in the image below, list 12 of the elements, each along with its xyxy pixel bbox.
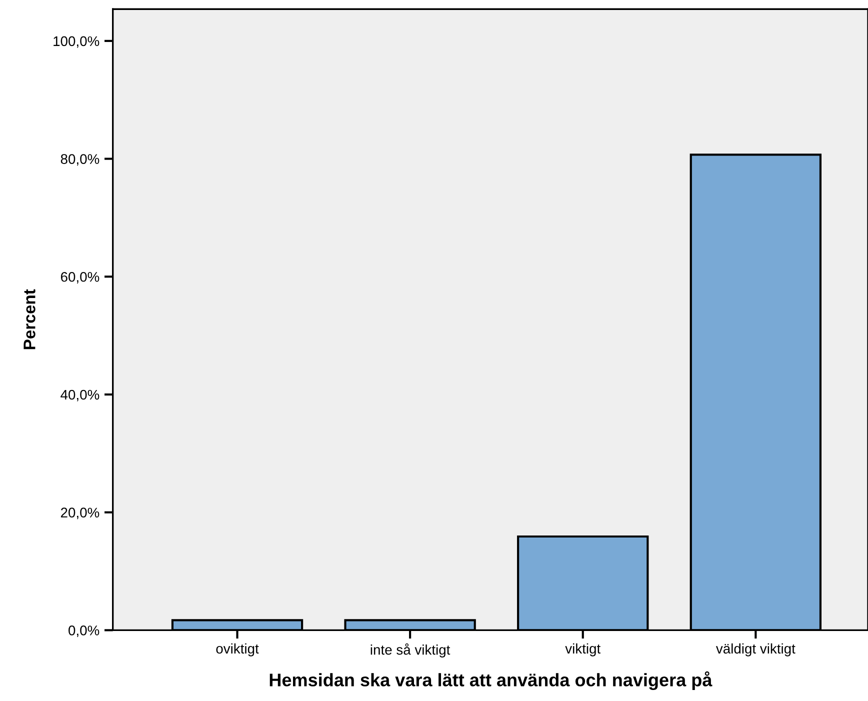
x-tick-label: viktigt: [565, 643, 601, 656]
x-axis-title: Hemsidan ska vara lätt att använda och navigera på: [270, 671, 712, 690]
y-tick-label: 20,0%: [60, 508, 100, 520]
x-tick-label: oviktigt: [216, 643, 259, 656]
y-tick-label: 0,0%: [68, 626, 100, 638]
y-tick-label: 60,0%: [60, 272, 100, 284]
y-tick-label: 40,0%: [60, 390, 100, 402]
x-tick-label: inte så viktigt: [370, 643, 450, 658]
y-tick-label: 100,0%: [54, 36, 100, 48]
y-axis-title: Percent: [24, 289, 36, 350]
x-tick-label: väldigt viktigt: [716, 643, 796, 656]
y-tick-label: 80,0%: [60, 154, 100, 166]
